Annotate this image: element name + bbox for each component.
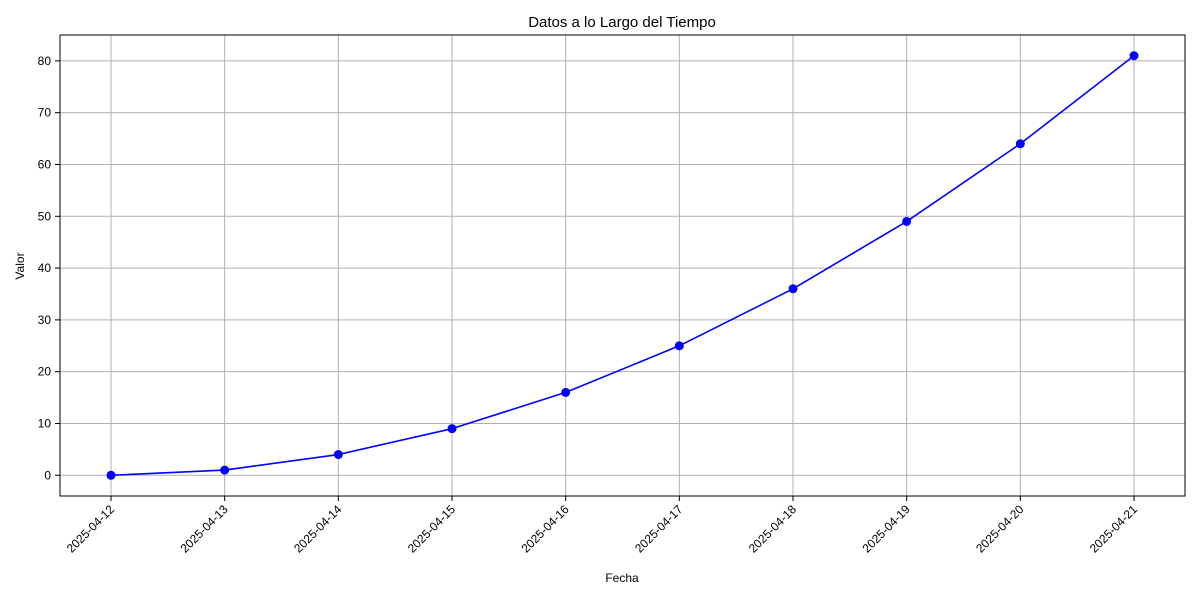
data-point xyxy=(1129,51,1139,61)
y-tick-label: 20 xyxy=(38,365,52,379)
y-axis-label: Valor xyxy=(13,252,27,279)
y-axis: 0 10 20 30 40 50 60 70 80 xyxy=(38,54,60,482)
grid xyxy=(60,35,1185,496)
y-tick-label: 60 xyxy=(38,157,52,171)
chart-title: Datos a lo Largo del Tiempo xyxy=(528,14,716,31)
data-point xyxy=(1015,139,1025,149)
y-tick-label: 0 xyxy=(44,468,51,482)
x-axis-label: Fecha xyxy=(605,571,639,585)
x-tick-label: 2025-04-12 xyxy=(64,502,118,556)
x-tick-label: 2025-04-14 xyxy=(291,502,345,556)
data-point xyxy=(220,465,230,475)
x-axis: 2025-04-12 2025-04-13 2025-04-14 2025-04-15… xyxy=(64,496,1141,556)
y-tick-label: 80 xyxy=(38,54,52,68)
data-point xyxy=(902,216,912,226)
y-tick-label: 30 xyxy=(38,313,52,327)
x-tick-label: 2025-04-21 xyxy=(1087,502,1141,556)
series-line xyxy=(110,55,1135,477)
y-tick-label: 50 xyxy=(38,209,52,223)
data-point xyxy=(561,387,571,397)
x-tick-label: 2025-04-16 xyxy=(518,502,572,556)
plot-area-frame xyxy=(59,34,1186,497)
data-point xyxy=(674,341,684,351)
data-point xyxy=(788,284,798,294)
y-tick-label: 70 xyxy=(38,106,52,120)
data-point xyxy=(447,424,457,434)
x-tick-label: 2025-04-15 xyxy=(405,502,459,556)
series-layer xyxy=(106,51,1139,480)
y-tick-label: 40 xyxy=(38,261,52,275)
x-tick-label: 2025-04-17 xyxy=(632,502,686,556)
data-point xyxy=(333,450,343,460)
x-tick-label: 2025-04-13 xyxy=(177,502,231,556)
y-tick-label: 10 xyxy=(38,416,52,430)
data-point xyxy=(106,470,116,480)
x-tick-label: 2025-04-18 xyxy=(746,502,800,556)
x-tick-label: 2025-04-20 xyxy=(973,502,1027,556)
x-tick-label: 2025-04-19 xyxy=(859,502,913,556)
